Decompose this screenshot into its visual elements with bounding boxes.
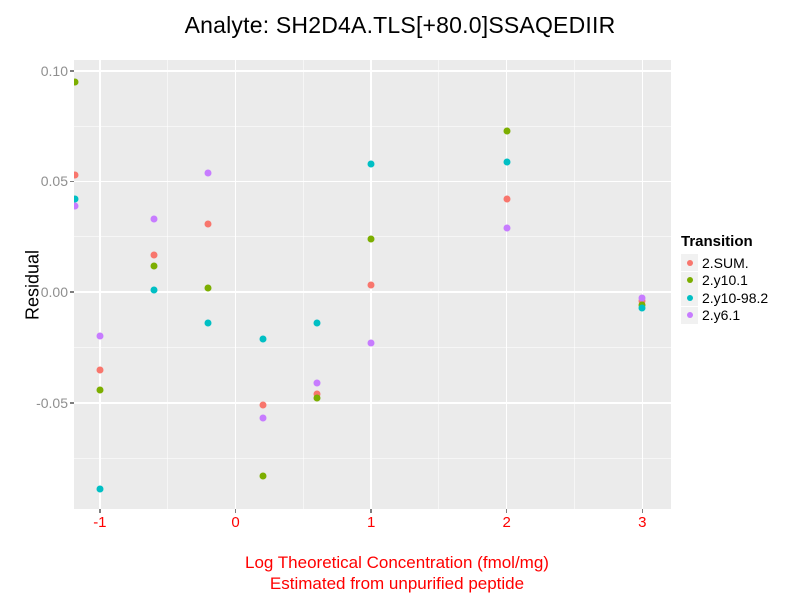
data-point-2-sum-	[204, 220, 212, 228]
x-tick-mark	[234, 509, 237, 513]
legend: Transition 2.SUM. 2.y10.1 2.y10-98.2 2.y6.1	[681, 234, 799, 324]
y-tick-label: 0.10	[40, 62, 68, 79]
x-axis-title-line2: Estimated from unpurified peptide	[269, 574, 525, 593]
x-axis-title-line1: Log Theoretical Concentration (fmol/mg)	[245, 553, 549, 572]
legend-key	[681, 254, 698, 271]
plot-panel	[74, 60, 671, 509]
data-point-2-y10-98-2	[503, 158, 511, 166]
x-axis-title: Log Theoretical Concentration (fmol/mg) …	[0, 552, 794, 594]
data-point-2-y10-98-2	[259, 335, 267, 343]
y-minor-gridline	[74, 346, 671, 348]
data-point-2-y6-1	[503, 224, 511, 232]
y-major-gridline	[74, 70, 671, 72]
legend-dot-purple	[686, 312, 693, 318]
legend-item: 2.y10.1	[681, 271, 799, 289]
legend-key	[681, 289, 698, 306]
data-point-2-sum-	[150, 251, 158, 258]
x-tick-mark	[370, 509, 372, 513]
data-point-2-sum-	[96, 366, 104, 374]
x-major-gridline	[505, 60, 508, 509]
data-point-2-y6-1	[150, 215, 158, 223]
data-point-2-y10-1	[204, 284, 212, 292]
data-point-2-y6-1	[313, 379, 321, 387]
data-point-2-y10-98-2	[96, 485, 104, 493]
data-point-2-y6-1	[259, 414, 267, 422]
data-point-2-y10-98-2	[74, 195, 79, 203]
y-tick-mark	[70, 70, 74, 72]
data-point-2-sum-	[367, 281, 375, 289]
x-minor-gridline	[438, 60, 440, 509]
data-point-2-y6-1	[638, 294, 646, 302]
y-minor-gridline	[74, 125, 671, 127]
y-tick-label: 0.05	[40, 173, 68, 190]
y-tick-label: 0.00	[40, 284, 68, 301]
data-point-2-y10-1	[367, 235, 375, 243]
x-tick-mark	[505, 509, 508, 513]
x-minor-gridline	[167, 60, 169, 509]
data-point-2-y6-1	[204, 169, 212, 177]
data-point-2-y10-98-2	[367, 160, 375, 168]
x-minor-gridline	[302, 60, 304, 509]
data-point-2-y10-1	[503, 127, 511, 135]
y-major-gridline	[74, 291, 671, 293]
data-point-2-y10-1	[96, 386, 104, 393]
x-minor-gridline	[574, 60, 576, 509]
data-point-2-y6-1	[96, 332, 104, 340]
data-point-2-sum-	[74, 171, 79, 179]
x-tick-label: -1	[93, 514, 107, 531]
legend-item: 2.y10-98.2	[681, 289, 799, 306]
x-major-gridline	[641, 60, 644, 509]
legend-item: 2.y6.1	[681, 306, 799, 324]
data-point-2-y10-98-2	[204, 319, 212, 327]
data-point-2-y10-98-2	[150, 286, 158, 294]
y-tick-label: -0.05	[36, 394, 68, 411]
legend-item-label: 2.y6.1	[702, 307, 741, 323]
y-tick-mark	[70, 291, 74, 293]
legend-items: 2.SUM. 2.y10.1 2.y10-98.2 2.y6.1	[681, 254, 799, 324]
data-point-2-y10-1	[313, 394, 321, 402]
data-point-2-y10-1	[74, 78, 79, 86]
legend-key	[681, 306, 698, 324]
data-point-2-y6-1	[367, 339, 375, 347]
x-tick-label: 3	[638, 514, 647, 531]
y-tick-mark	[70, 180, 74, 183]
legend-dot-teal	[686, 294, 693, 301]
x-tick-label: 0	[231, 514, 240, 531]
x-tick-label: 2	[502, 514, 511, 531]
legend-key	[681, 271, 698, 289]
x-major-gridline	[234, 60, 237, 509]
data-point-2-y10-98-2	[638, 304, 646, 312]
plot-title: Analyte: SH2D4A.TLS[+80.0]SSAQEDIIR	[184, 12, 616, 38]
y-minor-gridline	[74, 457, 671, 459]
legend-dot-green	[686, 277, 693, 283]
data-point-2-sum-	[313, 390, 321, 398]
legend-dot-red	[686, 259, 693, 266]
legend-item: 2.SUM.	[681, 254, 799, 271]
y-major-gridline	[74, 180, 671, 183]
data-point-2-y10-1	[259, 472, 267, 480]
legend-item-label: 2.y10.1	[702, 272, 748, 288]
data-point-2-y10-98-2	[313, 319, 321, 327]
y-tick-mark	[70, 402, 74, 404]
legend-item-label: 2.SUM.	[702, 254, 749, 271]
y-major-gridline	[74, 402, 671, 404]
x-tick-label: 1	[366, 514, 376, 531]
data-point-2-sum-	[503, 195, 511, 203]
legend-title: Transition	[681, 233, 753, 250]
x-tick-mark	[641, 509, 644, 513]
legend-item-label: 2.y10-98.2	[702, 289, 769, 306]
x-tick-mark	[99, 509, 101, 513]
data-point-2-sum-	[259, 401, 267, 409]
x-major-gridline	[99, 60, 101, 509]
data-point-2-y6-1	[74, 202, 79, 210]
data-point-2-y10-1	[150, 262, 158, 270]
